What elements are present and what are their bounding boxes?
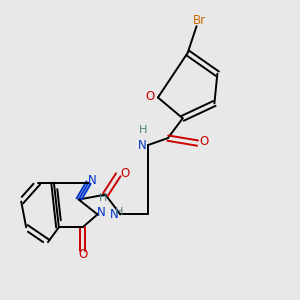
Text: N: N xyxy=(88,174,97,187)
Text: O: O xyxy=(78,248,87,260)
Text: N: N xyxy=(138,139,147,152)
Text: O: O xyxy=(200,135,209,148)
Text: O: O xyxy=(120,167,130,180)
Text: H: H xyxy=(139,125,147,135)
Text: Br: Br xyxy=(192,14,206,27)
Text: H: H xyxy=(99,193,108,203)
Text: O: O xyxy=(145,89,154,103)
Text: H: H xyxy=(115,207,123,217)
Text: N: N xyxy=(97,206,106,218)
Text: N: N xyxy=(110,208,119,221)
